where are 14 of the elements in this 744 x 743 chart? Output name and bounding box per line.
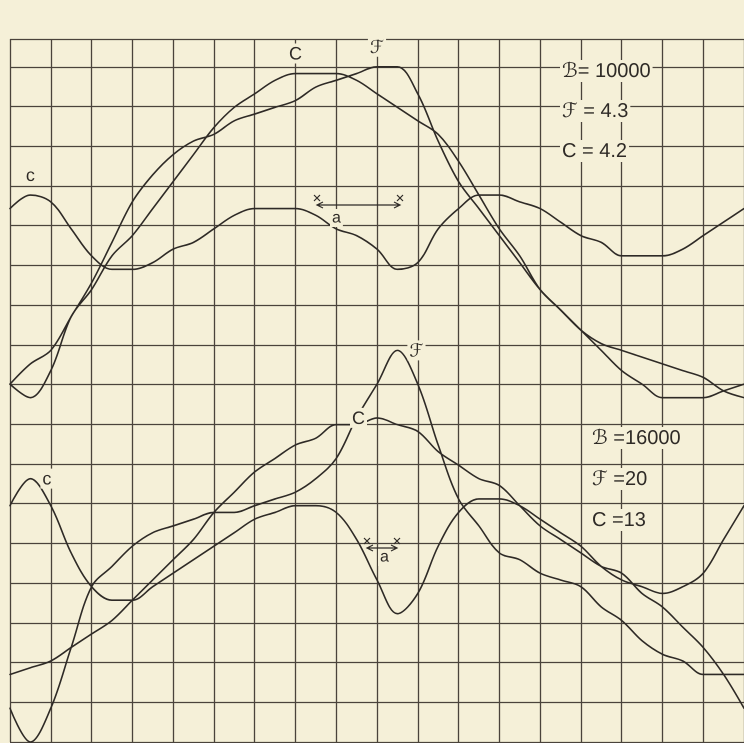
- annotation: a: [380, 548, 389, 566]
- annotation: C =13: [592, 509, 646, 531]
- annotation: ℬ =16000: [592, 427, 681, 449]
- annotation: ℬ= 10000: [562, 60, 651, 82]
- series-label: C: [288, 44, 302, 64]
- annotation: ℱ = 4.3: [562, 100, 628, 122]
- annotation: ℱ =20: [592, 468, 648, 490]
- series-label: ℱ: [409, 340, 424, 360]
- series-label: ℱ: [370, 36, 384, 57]
- series-label: C: [352, 408, 365, 428]
- series-label: c: [42, 468, 52, 489]
- series-label: c: [26, 165, 35, 186]
- annotation: a: [332, 210, 341, 226]
- annotation: C = 4.2: [562, 140, 628, 162]
